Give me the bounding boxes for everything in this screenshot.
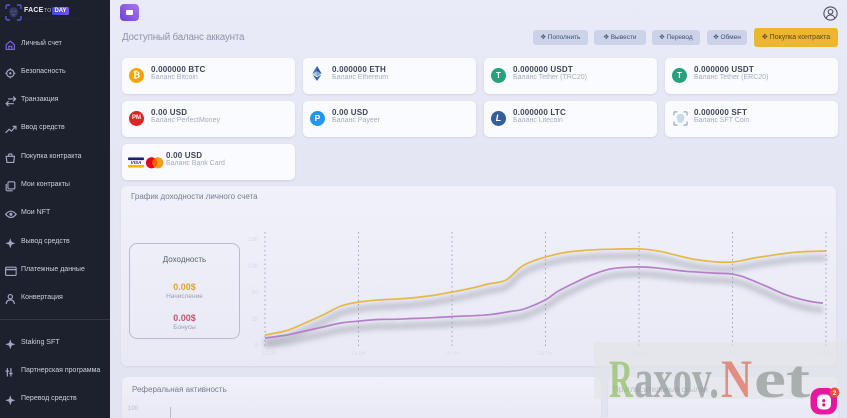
svg-text:N: N: [721, 349, 752, 402]
svg-text:19.04: 19.04: [350, 351, 366, 357]
svg-text:12.04: 12.04: [261, 351, 277, 357]
svg-text:et: et: [754, 349, 810, 402]
svg-text:2: 2: [833, 390, 837, 397]
svg-text:50: 50: [251, 290, 258, 296]
svg-text:26.04: 26.04: [444, 351, 460, 357]
svg-text:VISA: VISA: [131, 160, 142, 165]
svg-text:100: 100: [248, 264, 259, 270]
svg-text:axov.: axov.: [634, 349, 719, 402]
svg-text:R: R: [609, 349, 634, 402]
svg-text:0: 0: [255, 343, 259, 349]
svg-text:03.05: 03.05: [537, 351, 553, 357]
svg-text:150: 150: [248, 237, 259, 243]
svg-text:25: 25: [251, 317, 258, 323]
